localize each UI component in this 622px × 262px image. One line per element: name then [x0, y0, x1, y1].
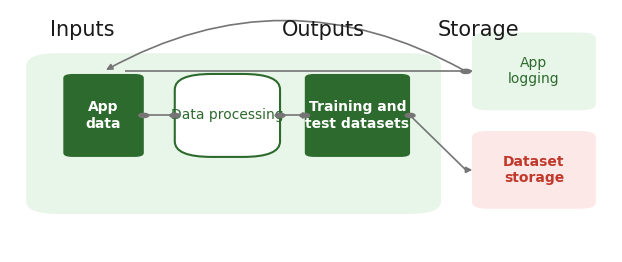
FancyBboxPatch shape [26, 53, 441, 214]
FancyBboxPatch shape [63, 74, 144, 157]
Text: Dataset
storage: Dataset storage [503, 155, 565, 185]
Text: Training and
test datasets: Training and test datasets [305, 100, 409, 130]
Circle shape [170, 113, 180, 118]
Circle shape [405, 113, 415, 118]
FancyBboxPatch shape [305, 74, 410, 157]
Text: Data processing: Data processing [171, 108, 284, 122]
Circle shape [275, 113, 285, 118]
Text: Storage: Storage [437, 20, 519, 40]
Text: Outputs: Outputs [282, 20, 365, 40]
Circle shape [139, 113, 149, 118]
Circle shape [461, 69, 471, 73]
FancyBboxPatch shape [175, 74, 280, 157]
FancyBboxPatch shape [472, 131, 596, 209]
FancyArrowPatch shape [108, 20, 463, 70]
FancyBboxPatch shape [472, 32, 596, 110]
Text: Inputs: Inputs [50, 20, 114, 40]
Circle shape [300, 113, 310, 118]
Text: App
data: App data [86, 100, 121, 130]
Text: App
logging: App logging [508, 56, 560, 86]
